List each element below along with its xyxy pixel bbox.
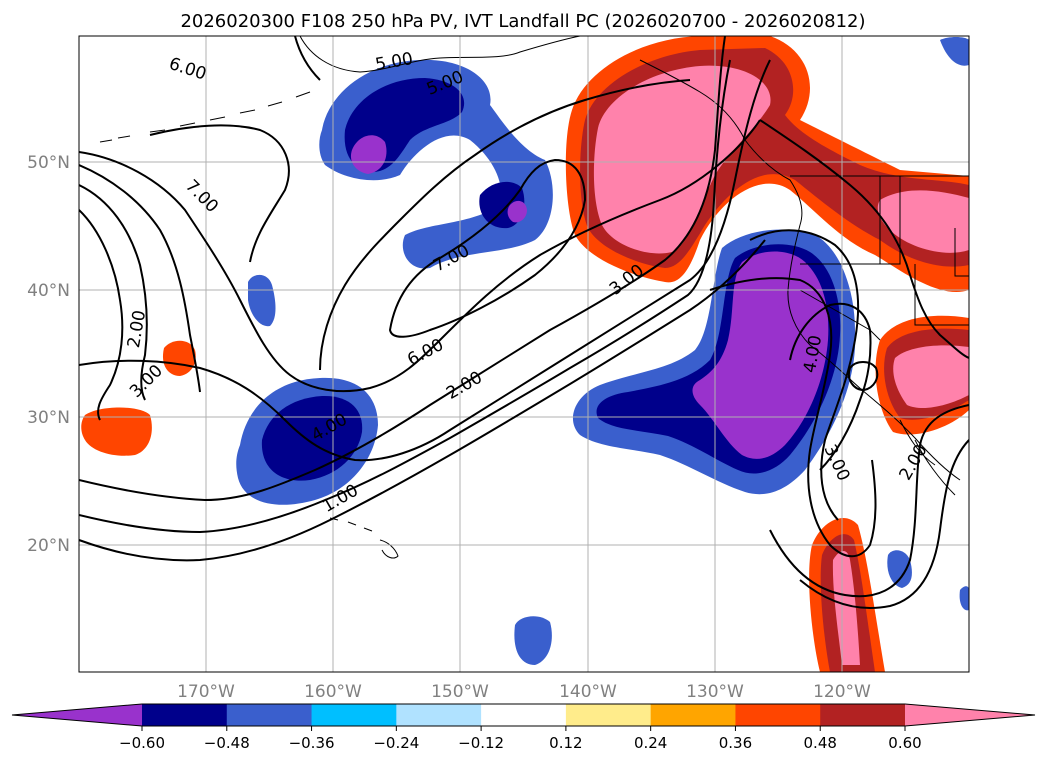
- coastline-us-west: [787, 224, 961, 481]
- colorbar-tick-label: −0.60: [119, 734, 165, 752]
- colorbar-swatch: [565, 704, 652, 726]
- pos-region-california: [875, 315, 969, 435]
- lat-label: 50°N: [27, 153, 70, 173]
- contour-line: [799, 439, 969, 609]
- colorbar-swatch: [650, 704, 736, 726]
- colorbar-swatches: [11, 703, 1036, 727]
- lat-label: 20°N: [27, 536, 70, 556]
- contour-line: [79, 164, 201, 421]
- pv-contours: [79, 36, 969, 609]
- contour-line: [759, 119, 969, 359]
- lon-label: 140°W: [559, 682, 617, 702]
- contour-line: [149, 124, 290, 263]
- contour-line: [388, 158, 587, 338]
- contour-line: [79, 36, 726, 502]
- lon-label: 170°W: [177, 682, 235, 702]
- lon-label: 120°W: [813, 682, 871, 702]
- neg-region-small-3: [887, 550, 912, 588]
- contour-line: [848, 361, 879, 392]
- colorbar-swatch: [735, 704, 821, 726]
- contour-line: [294, 36, 321, 81]
- contour-line: [769, 404, 969, 598]
- colorbar-tick-label: −0.12: [458, 734, 504, 752]
- neg-region-small-2: [514, 616, 552, 665]
- contour-line: [789, 302, 872, 471]
- colorbar-tick-label: 0.36: [719, 734, 752, 752]
- state-borders: [799, 176, 969, 341]
- colorbar-swatch: [311, 704, 397, 726]
- contour-line: [709, 277, 877, 558]
- coastline-alaska: [299, 36, 581, 73]
- pos-region-small-west: [162, 340, 196, 376]
- colorbar-swatch: [226, 704, 313, 726]
- lat-label: 40°N: [27, 281, 70, 301]
- neg-region-small-5: [959, 586, 969, 611]
- colorbar-tick-label: 0.12: [549, 734, 582, 752]
- lon-label: 160°W: [304, 682, 362, 702]
- lon-labels: 170°W 160°W 150°W 140°W 130°W 120°W: [177, 682, 871, 702]
- contour-line: [79, 59, 771, 462]
- colorbar-swatch: [396, 704, 482, 726]
- colorbar-tick-label: −0.48: [204, 734, 250, 752]
- colorbar-tick-labels: −0.60 −0.48 −0.36 −0.24 −0.12 0.12 0.24 0.36 0.4…: [119, 726, 922, 752]
- lat-labels: 50°N 40°N 30°N 20°N: [27, 153, 70, 556]
- neg-region-west-coast: [572, 229, 856, 495]
- neg-region-small-1: [248, 274, 276, 327]
- neg-region-north-pacific: [319, 59, 553, 269]
- colorbar-tick-label: 0.24: [634, 734, 667, 752]
- map-frame: [78, 35, 970, 673]
- colorbar-tick-label: −0.36: [289, 734, 335, 752]
- contour-line: [319, 79, 691, 371]
- colorbar-tick-label: −0.24: [373, 734, 419, 752]
- neg-region-small-4: [940, 37, 969, 66]
- colorbar-swatch: [12, 704, 142, 726]
- colorbar-swatch: [481, 704, 567, 726]
- contour-line: [79, 59, 731, 534]
- map-title: 2026020300 F108 250 hPa PV, IVT Landfall…: [180, 11, 865, 32]
- contour-line: [79, 119, 761, 393]
- map-area: 6.00 7.00 5.00 5.00 7.00 3.00 6.00 2.00 …: [79, 36, 969, 672]
- lon-label: 130°W: [686, 682, 744, 702]
- lat-label: 30°N: [27, 408, 70, 428]
- colorbar-tick-label: 0.60: [888, 734, 921, 752]
- coastline-baja: [899, 419, 956, 496]
- coastline-aleutians: [99, 91, 311, 143]
- colorbar: −0.60 −0.48 −0.36 −0.24 −0.12 0.12 0.24 0.36 0.4…: [11, 703, 1036, 752]
- colorbar-swatch: [820, 704, 906, 726]
- contour-line: [749, 229, 860, 521]
- contour-line: [79, 239, 766, 562]
- lon-label: 150°W: [431, 682, 489, 702]
- colorbar-tick-label: 0.48: [804, 734, 837, 752]
- colorbar-swatch: [142, 704, 228, 726]
- colorbar-swatch: [905, 704, 1035, 726]
